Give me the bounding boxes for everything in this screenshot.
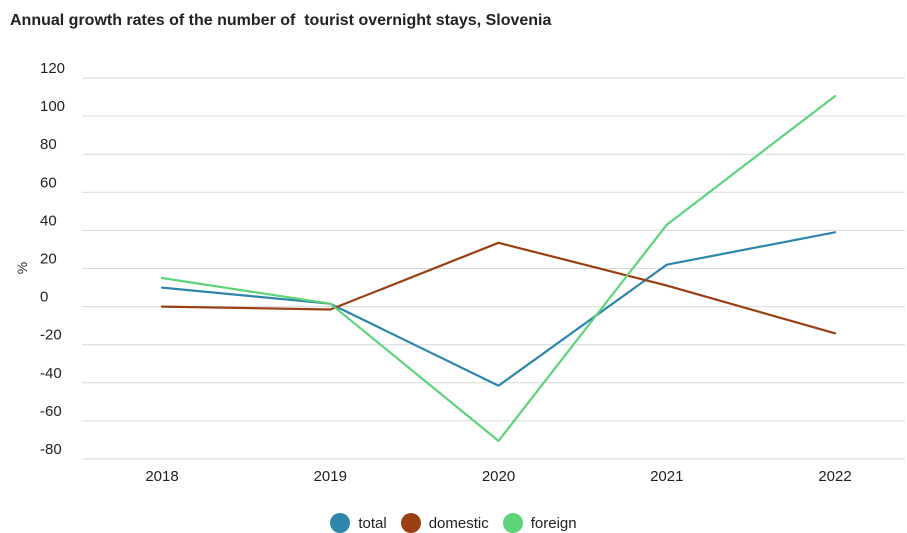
legend-swatch — [502, 513, 523, 533]
x-tick-label: 2019 — [314, 468, 347, 485]
x-tick-label: 2018 — [145, 468, 178, 485]
y-tick-label: 120 — [40, 60, 65, 77]
legend: total domestic foreign — [0, 513, 907, 533]
y-tick-label: 100 — [40, 98, 65, 115]
y-tick-label: -40 — [40, 365, 62, 382]
legend-swatch — [400, 513, 421, 533]
y-tick-label: -80 — [40, 441, 62, 458]
legend-item-domestic: domestic — [400, 513, 489, 533]
legend-swatch — [330, 513, 351, 533]
y-tick-label: -20 — [40, 327, 62, 344]
series-line-foreign — [160, 94, 837, 442]
x-tick-label: 2020 — [482, 468, 515, 485]
y-tick-label: 60 — [40, 174, 57, 191]
y-tick-label: -60 — [40, 403, 62, 420]
legend-label: total — [358, 514, 387, 532]
y-tick-label: 0 — [40, 289, 48, 306]
chart-title: Annual growth rates of the number of tou… — [10, 12, 552, 29]
x-tick-label: 2022 — [818, 468, 851, 485]
legend-label: domestic — [428, 514, 489, 532]
series-line-domestic — [160, 241, 837, 335]
legend-label: foreign — [530, 514, 577, 532]
legend-item-total: total — [330, 513, 387, 533]
legend-item-foreign: foreign — [502, 513, 577, 533]
y-axis-label: % — [14, 262, 30, 274]
y-tick-label: 40 — [40, 212, 57, 229]
series-line-total — [160, 231, 837, 387]
x-tick-label: 2021 — [650, 468, 683, 485]
y-tick-label: 80 — [40, 136, 57, 153]
y-tick-label: 20 — [40, 251, 57, 268]
plot-area: 120 100 80 60 40 20 0 -20 -40 -60 -80% 2018 2019 2020… — [14, 60, 905, 485]
